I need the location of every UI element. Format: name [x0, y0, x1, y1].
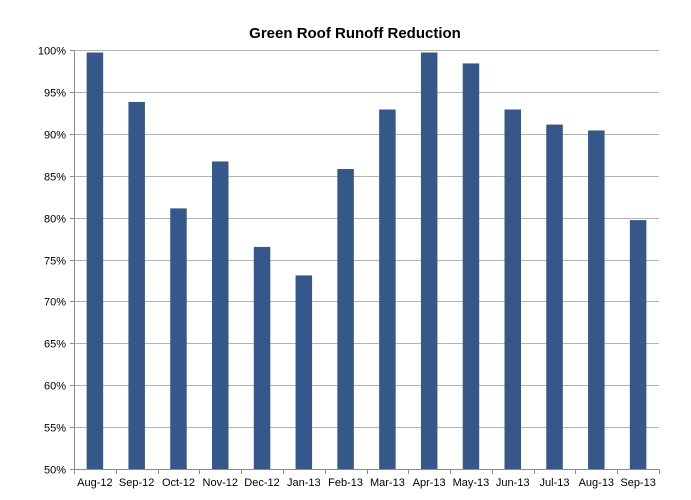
x-tick-label: Feb-13 [328, 477, 363, 489]
axes [70, 50, 660, 474]
x-tick-labels: Aug-12 Sep-12 Oct-12 Nov-12 Dec-12 Jan-13 Feb-… [77, 477, 656, 489]
y-tick-label: 100% [38, 46, 66, 58]
bar-may-13 [462, 63, 480, 470]
bar-mar-13 [379, 109, 396, 470]
x-tick-label: Aug-12 [77, 477, 112, 489]
y-tick-label: 50% [44, 465, 66, 477]
x-tick-label: Oct-12 [162, 477, 195, 489]
y-tick-label: 80% [44, 214, 66, 226]
y-tick-label: 90% [44, 130, 66, 142]
bar-dec-12 [253, 246, 271, 469]
x-tick-label: Mar-13 [370, 477, 405, 489]
y-tick-label: 95% [44, 88, 66, 100]
bars [86, 52, 647, 470]
y-tick-labels: 50% 55% 60% 65% 70% 75% 80% 85% 90% 95% 100% [38, 46, 66, 477]
x-tick-label: Sep-13 [620, 477, 655, 489]
y-tick-label: 85% [44, 172, 66, 184]
x-tick-label: Jun-13 [496, 477, 530, 489]
bar-jun-13 [504, 109, 521, 470]
bar-feb-13 [337, 168, 354, 469]
y-tick-label: 55% [44, 423, 66, 435]
gridlines [74, 50, 659, 428]
bar-aug-13 [588, 130, 605, 469]
bar-aug-12 [86, 52, 104, 469]
x-tick-label: Jul-13 [540, 477, 570, 489]
x-tick-label: Apr-13 [413, 477, 446, 489]
bar-apr-13 [420, 52, 438, 469]
x-tick-label: Dec-12 [244, 477, 279, 489]
y-tick-label: 70% [44, 297, 66, 309]
x-tick-label: Nov-12 [203, 477, 238, 489]
y-tick-label: 65% [44, 339, 66, 351]
bar-sep-13 [629, 220, 647, 469]
y-tick-label: 60% [44, 381, 66, 393]
bar-nov-12 [212, 161, 229, 470]
x-tick-label: Aug-13 [579, 477, 614, 489]
bar-sep-12 [128, 101, 145, 470]
x-tick-label: Sep-12 [119, 477, 154, 489]
x-tick-label: May-13 [453, 477, 490, 489]
bar-jul-13 [546, 124, 563, 469]
x-tick-label: Jan-13 [287, 477, 321, 489]
bar-jan-13 [295, 275, 313, 469]
bar-oct-12 [170, 208, 187, 469]
chart-title: Green Roof Runoff Reduction [249, 25, 461, 42]
y-tick-label: 75% [44, 256, 66, 268]
